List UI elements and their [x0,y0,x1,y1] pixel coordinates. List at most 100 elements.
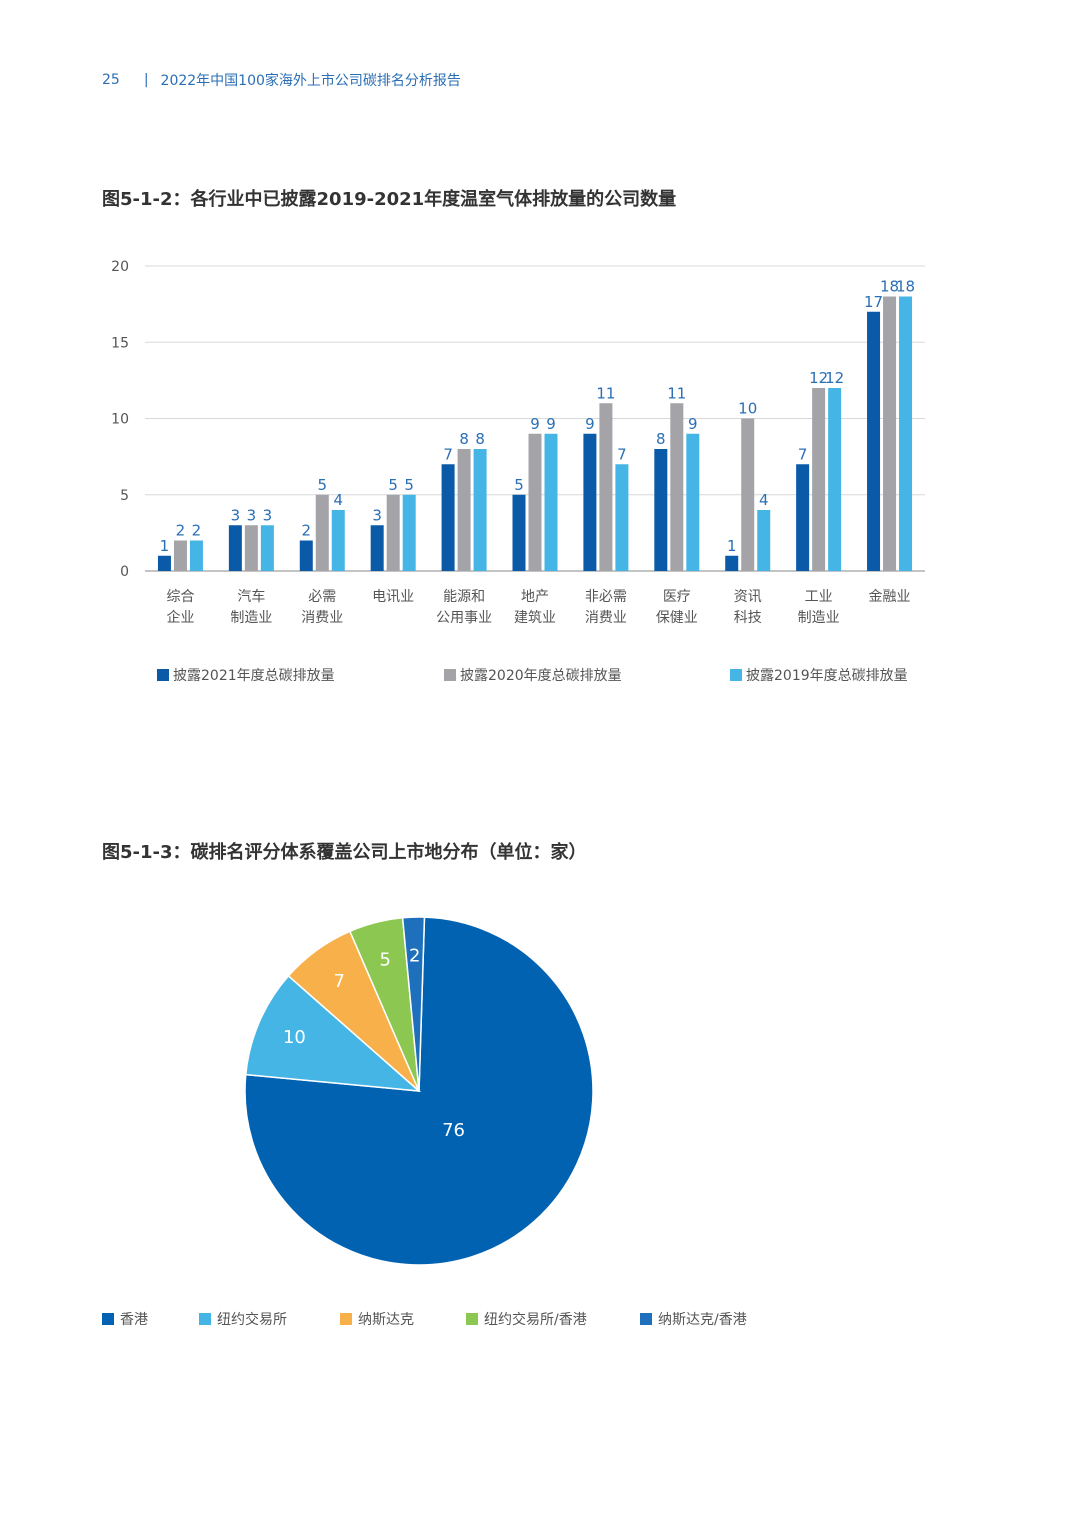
data-label: 2 [192,522,202,540]
category-label: 消费业 [585,610,627,626]
data-label: 1 [727,537,737,555]
bar [654,449,668,571]
data-label: 10 [738,400,757,418]
category-label: 必需 [308,589,336,605]
bar [386,494,400,571]
bar-chart-title: 图5-1-2：各行业中已披露2019-2021年度温室气体排放量的公司数量 [102,189,677,210]
legend-item: 披露2020年度总碳排放量 [444,665,622,685]
bar [157,555,171,571]
data-label: 4 [333,491,343,509]
legend-swatch [466,1313,478,1325]
data-label: 17 [864,293,883,311]
legend-item: 披露2021年度总碳排放量 [157,665,335,685]
bar [725,555,739,571]
bar [315,494,329,571]
legend-swatch [199,1313,211,1325]
category-label: 金融业 [869,589,911,605]
data-label: 2 [301,522,311,540]
bar [599,403,613,571]
category-label: 工业 [805,589,833,605]
pie-slice-label: 7 [333,971,344,992]
legend-swatch [444,669,456,681]
data-label: 7 [443,445,453,463]
category-label: 科技 [734,610,762,626]
data-label: 3 [231,506,241,524]
category-label: 建筑业 [514,610,556,626]
category-label: 消费业 [301,610,343,626]
legend-label: 纳斯达克 [358,1312,414,1328]
data-label: 5 [317,476,327,494]
legend-item: 纳斯达克 [340,1309,414,1329]
category-label: 企业 [166,609,194,626]
legend-item: 披露2019年度总碳排放量 [730,665,908,685]
pie-chart-title: 图5-1-3：碳排名评分体系覆盖公司上市地分布（单位：家） [102,842,587,863]
header-separator: | [143,72,149,88]
data-label: 8 [656,430,666,448]
legend-swatch [340,1313,352,1325]
pie-slice-label: 76 [442,1120,465,1141]
bar [757,510,771,571]
category-label: 非必需 [585,589,627,605]
bar [441,464,455,571]
bar [528,433,542,571]
data-label: 11 [596,384,615,402]
legend-item: 纽约交易所/香港 [466,1309,587,1329]
data-label: 18 [880,278,899,296]
category-label: 电讯业 [372,589,414,605]
bar [402,494,416,571]
data-label: 8 [459,430,469,448]
y-tick-label: 5 [120,488,129,504]
pie-slice [244,974,422,1092]
data-label: 5 [388,476,398,494]
data-label: 9 [688,415,698,433]
category-label: 汽车 [237,588,265,605]
bar [331,510,345,571]
legend-item: 纽约交易所 [199,1309,287,1329]
pie-slice-label: 5 [380,950,391,971]
legend-swatch [157,669,169,681]
bar [260,525,274,571]
category-label: 能源和 [443,589,485,605]
data-label: 12 [809,369,828,387]
bar [615,464,629,571]
bar [867,311,881,571]
data-label: 2 [176,522,186,540]
data-label: 8 [475,430,485,448]
data-label: 5 [404,476,414,494]
data-label: 5 [514,476,524,494]
pie-slice [401,916,426,1092]
category-label: 制造业 [798,610,840,626]
bar [457,449,471,571]
bar [686,433,700,571]
bar [670,403,684,571]
legend-swatch [730,669,742,681]
legend-label: 披露2019年度总碳排放量 [746,668,908,684]
data-label: 1 [160,537,170,555]
bar [189,540,203,571]
bar [370,525,384,571]
legend-label: 披露2020年度总碳排放量 [460,668,622,684]
legend-swatch [640,1313,652,1325]
bar [796,464,810,571]
page-header: 25 | 2022年中国100家海外上市公司碳排名分析报告 [102,70,461,90]
data-label: 9 [585,415,595,433]
report-title: 2022年中国100家海外上市公司碳排名分析报告 [160,73,461,89]
pie-slice-label: 10 [283,1027,306,1048]
data-label: 18 [896,278,915,296]
bar [544,433,558,571]
bar [299,540,313,571]
category-label: 地产 [521,589,549,605]
legend-label: 纽约交易所/香港 [484,1312,587,1328]
legend-label: 纽约交易所 [217,1312,287,1328]
legend-label: 披露2021年度总碳排放量 [173,668,335,684]
bar [828,388,842,571]
category-label: 保健业 [656,610,698,626]
y-tick-label: 20 [111,259,129,275]
bar [512,494,526,571]
bar [228,525,242,571]
data-label: 9 [530,415,540,433]
data-label: 3 [263,506,273,524]
legend-label: 香港 [120,1312,148,1328]
